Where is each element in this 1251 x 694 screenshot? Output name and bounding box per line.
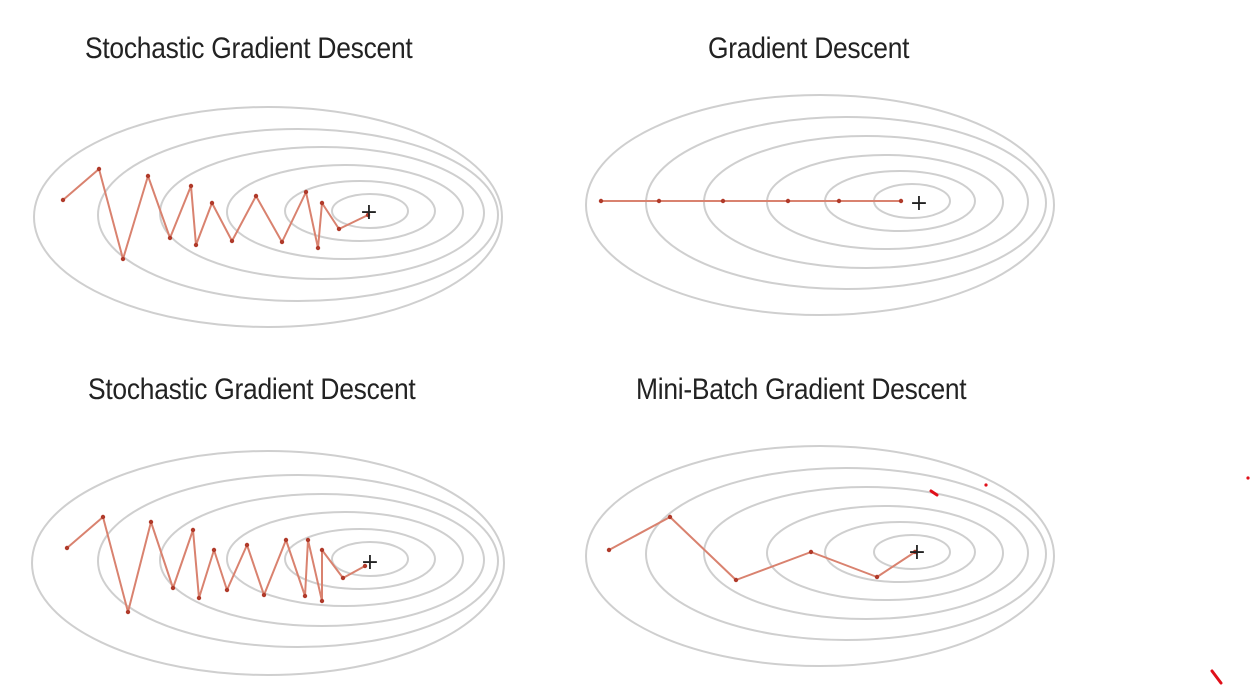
panel-mini-batch: + [585,445,1055,667]
step-marker [145,173,151,179]
step-marker [785,198,791,204]
step-marker [315,245,321,251]
descent-path [62,168,369,260]
contour-ellipse [331,541,409,577]
step-marker [125,609,131,615]
panel-sgd-bottom: + [31,450,505,676]
panel-title-sgd-bottom: Stochastic Gradient Descent [88,373,416,406]
optimum-marker: + [361,550,379,575]
contour-ellipse [824,521,976,583]
step-marker [340,575,346,581]
step-marker [733,577,739,583]
step-marker [196,595,202,601]
step-marker [606,547,612,553]
step-marker [167,235,173,241]
contour-ellipse [159,493,485,627]
step-marker [64,545,70,551]
step-marker [319,598,325,604]
step-marker [305,537,311,543]
step-marker [365,212,371,218]
optimum-marker: + [908,540,926,565]
step-marker [656,198,662,204]
step-marker [209,200,215,206]
annotation-stroke [1210,669,1223,685]
annotation-marks [929,476,1250,685]
descent-path [608,516,916,581]
step-marker [319,200,325,206]
panel-gradient-descent: + [585,94,1055,316]
step-marker [336,226,342,232]
contour-ellipse [645,116,1047,290]
step-marker [898,198,904,204]
contour-ellipse [284,180,436,242]
contour-ellipse [33,106,503,328]
step-marker [96,166,102,172]
step-marker [190,527,196,533]
panel-title-mini-batch: Mini-Batch Gradient Descent [636,373,967,406]
step-marker [598,198,604,204]
step-marker [362,563,368,569]
step-marker [188,183,194,189]
contour-ellipse [585,94,1055,316]
step-marker [60,197,66,203]
optimum-marker: + [910,191,928,216]
contour-ellipse [159,146,485,280]
step-marker [261,592,267,598]
step-marker [302,593,308,599]
step-marker [100,514,106,520]
step-marker [912,549,918,555]
step-marker [874,574,880,580]
panel-title-sgd-top: Stochastic Gradient Descent [85,32,413,65]
step-marker [303,189,309,195]
contour-ellipse [703,486,1029,620]
step-marker [229,238,235,244]
step-marker [148,519,154,525]
step-marker [170,585,176,591]
step-marker [283,537,289,543]
contour-ellipse [585,445,1055,667]
panel-title-gradient-descent: Gradient Descent [708,32,910,65]
contour-ellipse [31,450,505,676]
step-marker [244,542,250,548]
step-marker [720,198,726,204]
step-marker [319,547,325,553]
step-marker [211,547,217,553]
contour-ellipse [766,505,1004,601]
annotation-dot [1246,476,1250,480]
contour-ellipse [226,164,464,260]
contour-ellipse [97,128,499,302]
step-marker [120,256,126,262]
step-marker [193,242,199,248]
contour-ellipse [97,474,499,648]
step-marker [253,193,259,199]
step-marker [808,549,814,555]
panel-sgd-top: + [33,106,503,328]
contour-ellipse [873,534,951,570]
contour-ellipse [284,528,436,590]
step-marker [279,239,285,245]
annotation-dot [984,483,988,487]
optimum-marker: + [360,200,378,225]
annotation-stroke [929,489,939,497]
step-marker [667,514,673,520]
step-marker [836,198,842,204]
contour-ellipse [645,467,1047,641]
step-marker [224,587,230,593]
descent-path [66,516,366,613]
contour-ellipse [331,193,409,229]
contour-ellipse [226,511,464,607]
